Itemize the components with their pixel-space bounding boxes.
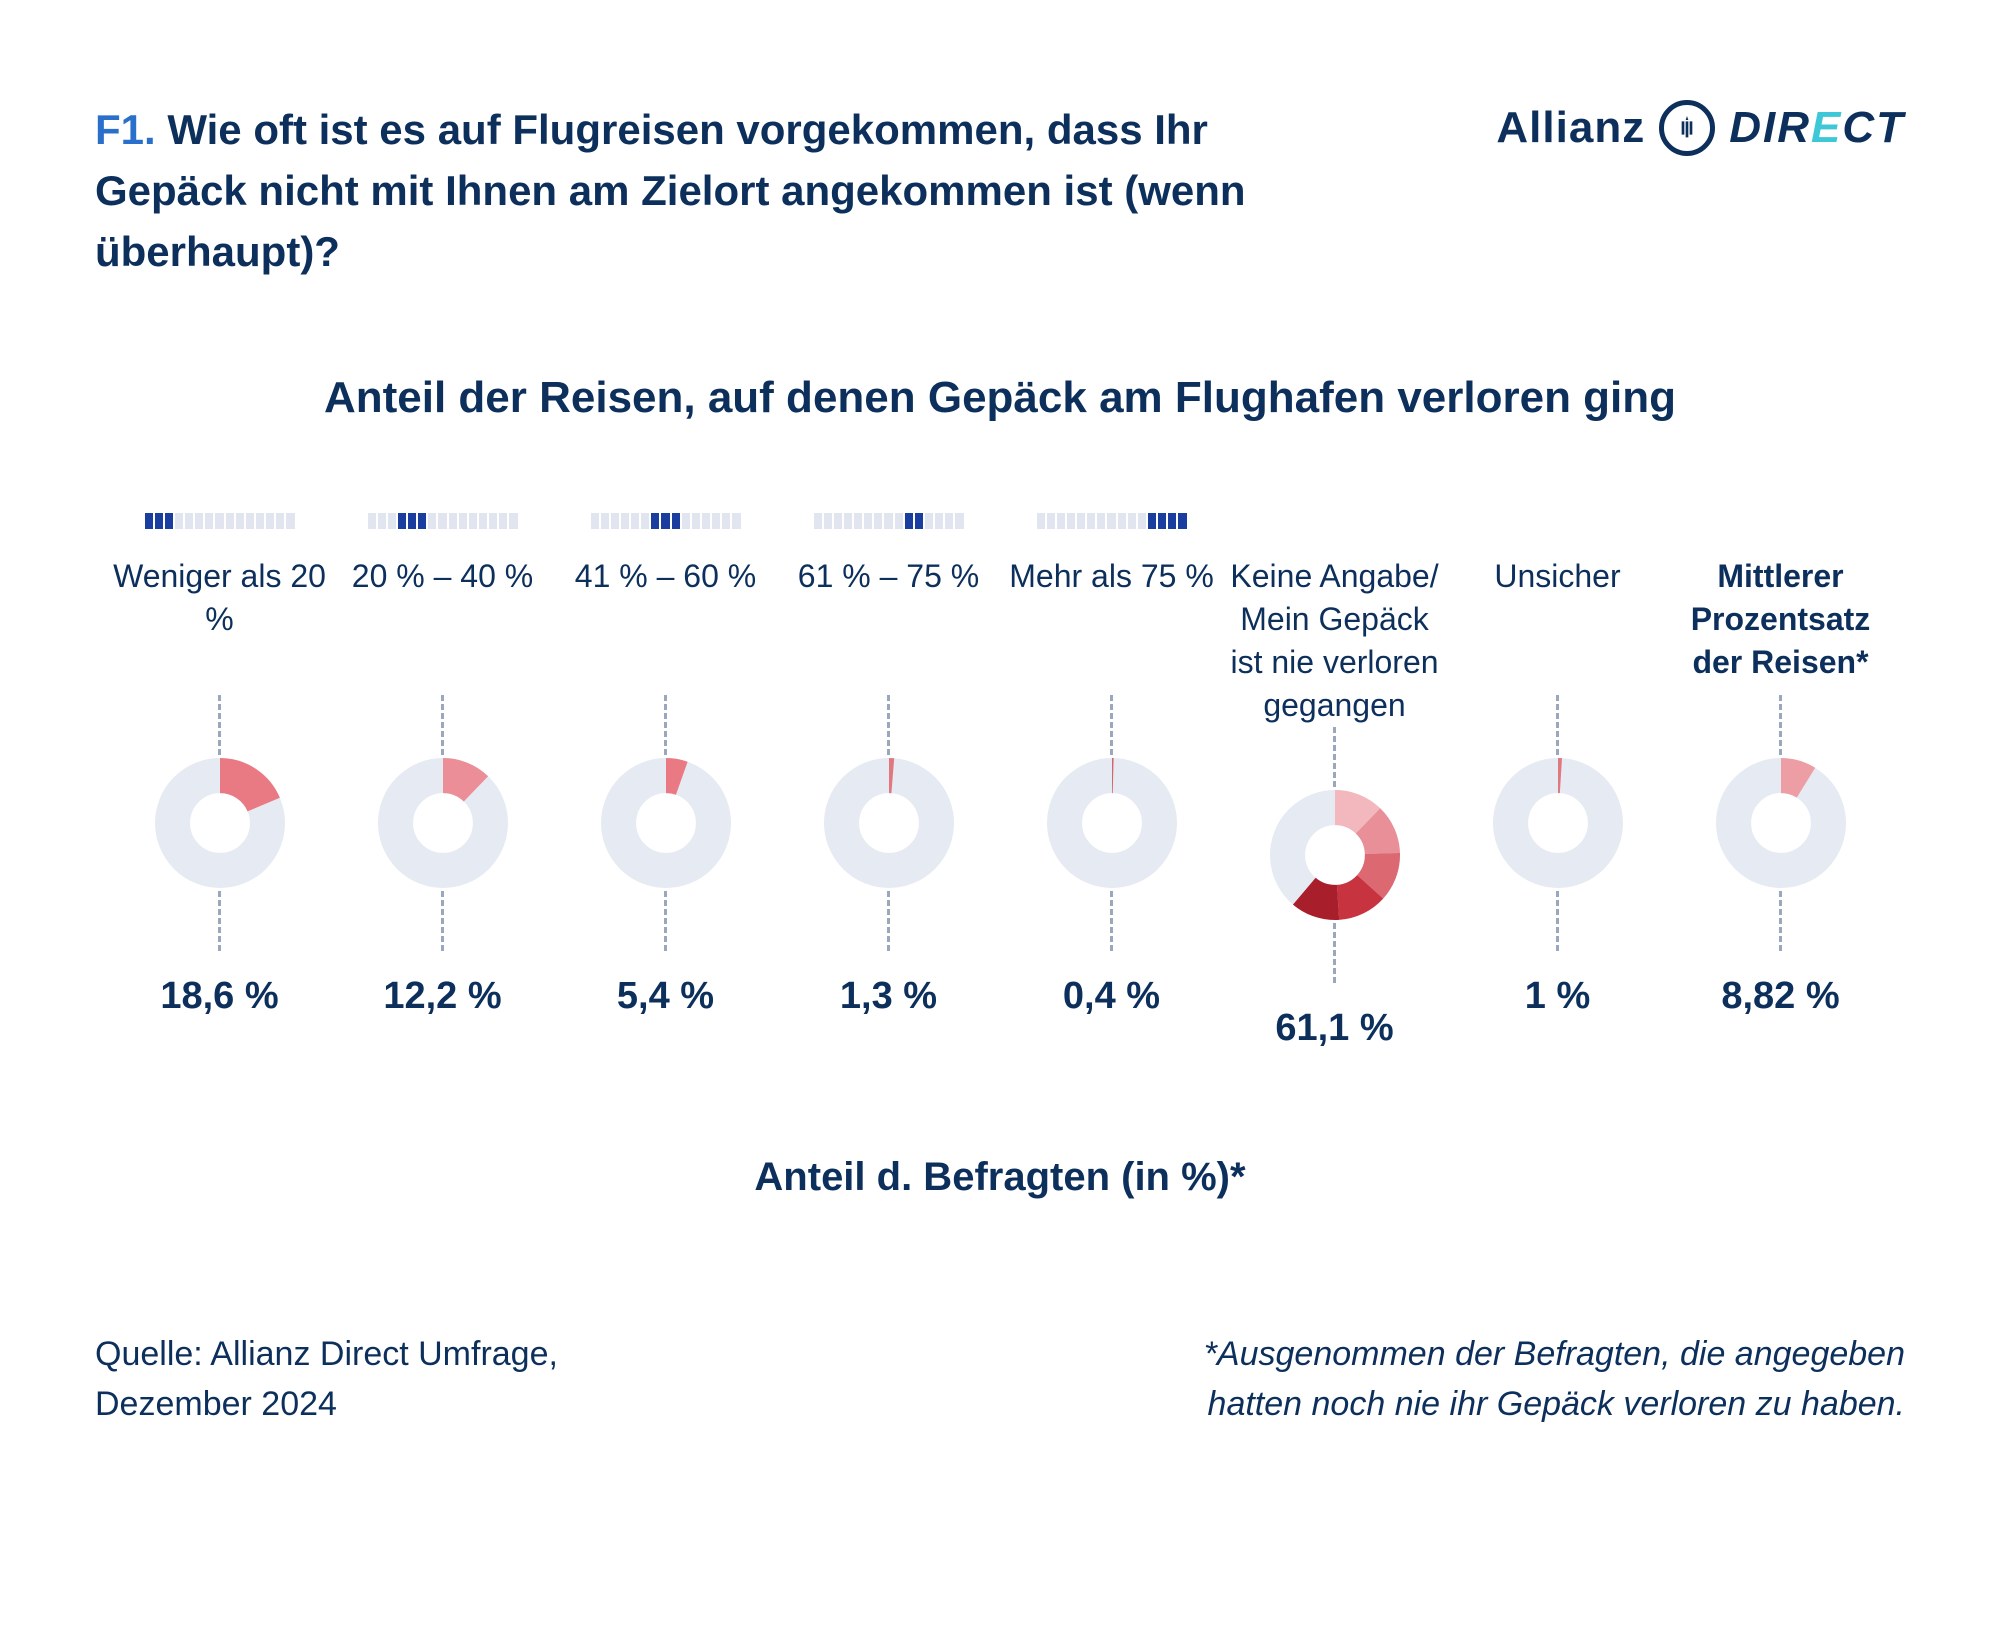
chart-column: 20 % – 40 % 12,2 % <box>336 513 549 1051</box>
tick-mark <box>887 695 890 755</box>
category-label: 61 % – 75 % <box>798 555 979 695</box>
value-label: 61,1 % <box>1275 1007 1393 1050</box>
chart-column: 41 % – 60 % 5,4 % <box>559 513 772 1051</box>
chart-column: Mehr als 75 % 0,4 % <box>1005 513 1218 1051</box>
category-label: Keine Angabe/ Mein Gepäck ist nie verlor… <box>1228 555 1441 728</box>
category-label: 20 % – 40 % <box>352 555 533 695</box>
value-label: 0,4 % <box>1063 975 1160 1018</box>
chart-column: 61 % – 75 % 1,3 % <box>782 513 995 1051</box>
category-label: Mehr als 75 % <box>1009 555 1214 695</box>
range-indicator <box>368 513 518 529</box>
donut-chart <box>601 758 731 888</box>
donut-chart <box>1270 790 1400 920</box>
footnote-text: *Ausgenommen der Befragten, die angegebe… <box>1204 1330 1905 1429</box>
chart-subtitle: Anteil d. Befragten (in %)* <box>95 1155 1905 1200</box>
source-text: Quelle: Allianz Direct Umfrage, Dezember… <box>95 1330 558 1429</box>
chart-title: Anteil der Reisen, auf denen Gepäck am F… <box>95 373 1905 423</box>
chart-column: Keine Angabe/ Mein Gepäck ist nie verlor… <box>1228 513 1441 1051</box>
value-label: 5,4 % <box>617 975 714 1018</box>
tick-mark <box>441 695 444 755</box>
donut-chart <box>378 758 508 888</box>
tick-mark <box>1110 891 1113 951</box>
tick-mark <box>1556 695 1559 755</box>
value-label: 18,6 % <box>160 975 278 1018</box>
range-indicator <box>1037 513 1187 529</box>
value-label: 1,3 % <box>840 975 937 1018</box>
category-label: Unsicher <box>1494 555 1620 695</box>
value-label: 8,82 % <box>1721 975 1839 1018</box>
donut-chart <box>1716 758 1846 888</box>
question-text: Wie oft ist es auf Flugreisen vorgekomme… <box>95 106 1246 275</box>
value-label: 12,2 % <box>383 975 501 1018</box>
tick-mark <box>1779 695 1782 755</box>
allianz-direct-logo: Allianz DIRECT <box>1496 100 1905 156</box>
tick-mark <box>1779 891 1782 951</box>
tick-mark <box>664 695 667 755</box>
range-indicator <box>814 513 964 529</box>
tick-mark <box>218 891 221 951</box>
category-label: Mittlerer Prozentsatz der Reisen* <box>1674 555 1887 695</box>
tick-mark <box>441 891 444 951</box>
tick-mark <box>664 891 667 951</box>
logo-text-allianz: Allianz <box>1496 103 1645 153</box>
range-indicator <box>145 513 295 529</box>
range-indicator <box>591 513 741 529</box>
header: F1. Wie oft ist es auf Flugreisen vorgek… <box>95 100 1905 283</box>
tick-mark <box>1333 727 1336 787</box>
tick-mark <box>1556 891 1559 951</box>
category-label: 41 % – 60 % <box>575 555 756 695</box>
tick-mark <box>887 891 890 951</box>
tick-mark <box>1110 695 1113 755</box>
tick-mark <box>1333 923 1336 983</box>
question-code: F1. <box>95 106 156 153</box>
donut-chart <box>155 758 285 888</box>
donut-chart <box>1493 758 1623 888</box>
chart-column: Weniger als 20 % 18,6 % <box>113 513 326 1051</box>
survey-question: F1. Wie oft ist es auf Flugreisen vorgek… <box>95 100 1325 283</box>
chart-column: Unsicher 1 % <box>1451 513 1664 1051</box>
allianz-eagle-icon <box>1659 100 1715 156</box>
tick-mark <box>218 695 221 755</box>
category-label: Weniger als 20 % <box>113 555 326 695</box>
logo-text-direct: DIRECT <box>1729 103 1905 153</box>
donut-chart <box>1047 758 1177 888</box>
value-label: 1 % <box>1525 975 1590 1018</box>
chart-column: Mittlerer Prozentsatz der Reisen* 8,82 % <box>1674 513 1887 1051</box>
footer: Quelle: Allianz Direct Umfrage, Dezember… <box>95 1330 1905 1429</box>
chart-row: Weniger als 20 % 18,6 % 20 % – 40 % 12,2 % 4… <box>95 513 1905 1051</box>
donut-chart <box>824 758 954 888</box>
